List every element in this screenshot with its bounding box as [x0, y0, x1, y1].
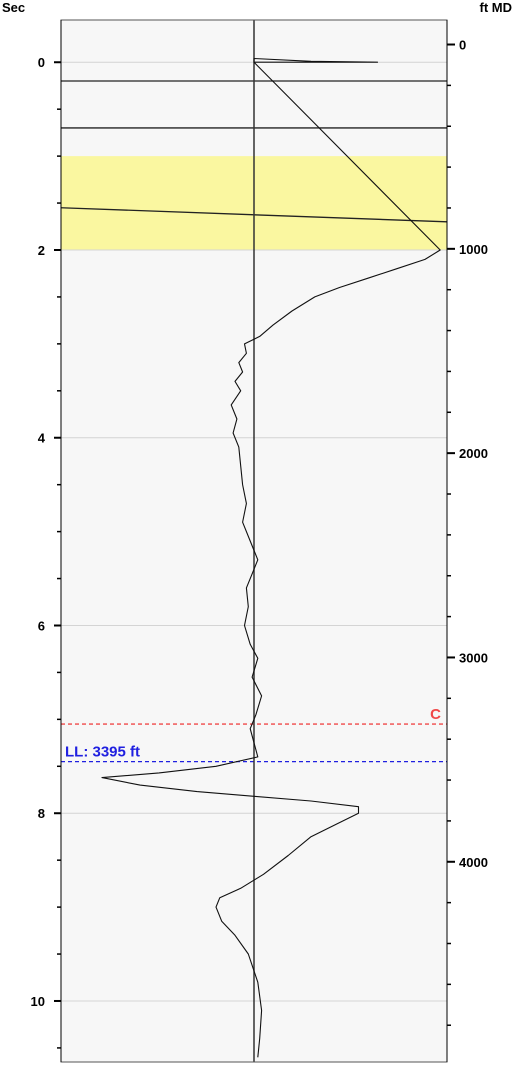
- plot-area: C LL: 3395 ft: [60, 19, 448, 1063]
- left-tick-label: 2: [38, 243, 45, 258]
- right-tick-label: 4000: [459, 855, 488, 870]
- marker-label: C: [430, 706, 441, 723]
- left-tick-label: 6: [38, 618, 45, 633]
- left-axis-title: Sec: [2, 0, 25, 15]
- series-line: [101, 57, 441, 1058]
- marker-label: LL: 3395 ft: [65, 744, 140, 761]
- left-time-axis: 0 2 4 6 8 10: [31, 20, 62, 1062]
- right-tick-label: 0: [459, 38, 466, 53]
- left-tick-label: 4: [38, 431, 46, 446]
- left-tick-label: 8: [38, 806, 45, 821]
- right-axis-title: ft MD: [480, 0, 513, 15]
- right-tick-label: 1000: [459, 242, 488, 257]
- right-tick-label: 3000: [459, 650, 488, 665]
- left-tick-label: 0: [38, 55, 45, 70]
- left-tick-label: 10: [31, 994, 45, 1009]
- right-depth-axis: 0 1000 2000 3000 4000: [446, 20, 488, 1062]
- right-tick-label: 2000: [459, 446, 488, 461]
